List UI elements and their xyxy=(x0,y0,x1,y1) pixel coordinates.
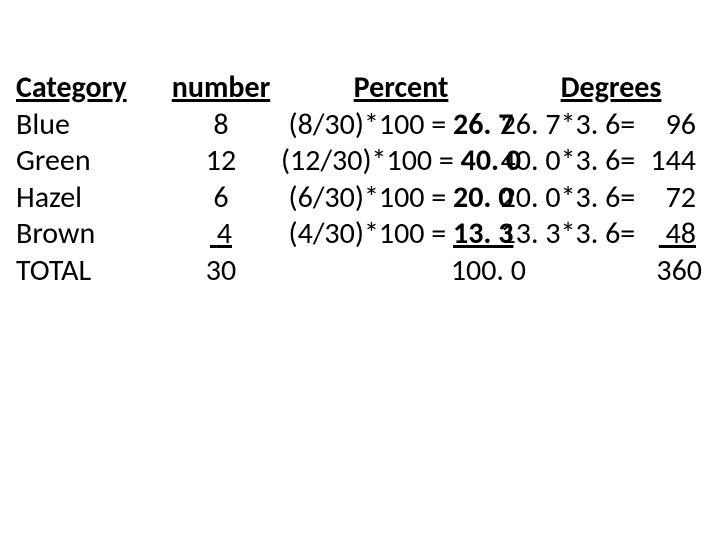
cell-number: 4 xyxy=(166,216,276,253)
table-header-row: Category number Percent Degrees xyxy=(16,70,704,107)
percent-expr: (12/30)*100 = xyxy=(281,143,461,180)
total-number-text: 30 xyxy=(206,252,236,289)
cell-degrees: 26. 7*3. 6= 96 xyxy=(526,107,696,144)
table-row: Hazel 6 (6/30)*100 = 20. 0 20. 0*3. 6= 7… xyxy=(16,180,704,217)
degree-expr: 26. 7*3. 6= xyxy=(501,107,642,144)
cell-degrees: 20. 0*3. 6= 72 xyxy=(526,180,696,217)
total-degrees: 360 xyxy=(532,253,702,290)
table-row: Green 12 (12/30)*100 = 40. 0 40. 0*3. 6=… xyxy=(16,143,704,180)
data-table: Category number Percent Degrees Blue 8 (… xyxy=(0,0,720,290)
header-percent: Percent xyxy=(276,70,526,107)
total-degrees-text: 360 xyxy=(648,253,702,290)
cell-percent: (8/30)*100 = 26. 7 xyxy=(276,107,526,144)
degree-val: 144 xyxy=(642,143,696,180)
percent-expr: (6/30)*100 = xyxy=(289,180,453,217)
cell-number: 12 xyxy=(166,143,276,180)
cell-category: Blue xyxy=(16,107,166,144)
header-category: Category xyxy=(16,70,166,107)
total-category: TOTAL xyxy=(16,253,166,290)
header-degrees-text: Degrees xyxy=(561,69,662,106)
percent-expr: (8/30)*100 = xyxy=(289,107,453,144)
degree-val: 96 xyxy=(642,107,696,144)
header-percent-text: Percent xyxy=(354,69,449,106)
total-percent: 100. 0 xyxy=(276,253,532,290)
table-total-row: TOTAL 30 100. 0 360 xyxy=(16,253,704,290)
header-category-text: Category xyxy=(16,69,127,106)
table-row: Brown 4 (4/30)*100 = 13. 3 13. 3*3. 6= 4… xyxy=(16,216,704,253)
cell-number: 8 xyxy=(166,107,276,144)
header-number: number xyxy=(166,70,276,107)
cell-number-text: 6 xyxy=(213,179,228,216)
cell-degrees: 13. 3*3. 6= 48 xyxy=(526,216,696,253)
degree-val: 48 xyxy=(642,216,696,253)
header-number-text: number xyxy=(172,69,270,106)
cell-percent: (12/30)*100 = 40. 0 xyxy=(276,143,526,180)
cell-number-text: 12 xyxy=(206,142,236,179)
cell-number: 6 xyxy=(166,180,276,217)
degree-val: 72 xyxy=(642,180,696,217)
cell-number-text: 4 xyxy=(210,215,232,252)
percent-expr: (4/30)*100 = xyxy=(289,216,453,253)
degree-expr: 40. 0*3. 6= xyxy=(501,143,642,180)
total-number: 30 xyxy=(166,253,276,290)
cell-number-text: 8 xyxy=(213,106,228,143)
cell-percent: (6/30)*100 = 20. 0 xyxy=(276,180,526,217)
header-degrees: Degrees xyxy=(526,70,696,107)
table-row: Blue 8 (8/30)*100 = 26. 7 26. 7*3. 6= 96 xyxy=(16,107,704,144)
cell-category: Brown xyxy=(16,216,166,253)
degree-expr: 13. 3*3. 6= xyxy=(501,216,642,253)
cell-category: Hazel xyxy=(16,180,166,217)
degree-expr: 20. 0*3. 6= xyxy=(501,180,642,217)
cell-degrees: 40. 0*3. 6= 144 xyxy=(526,143,696,180)
cell-category: Green xyxy=(16,143,166,180)
cell-percent: (4/30)*100 = 13. 3 xyxy=(276,216,526,253)
